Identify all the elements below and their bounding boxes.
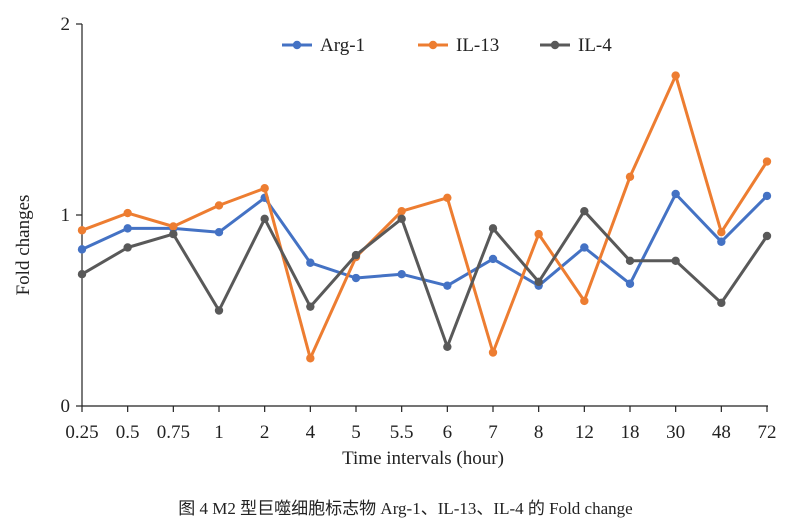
x-tick-label: 72 — [758, 422, 777, 443]
data-point — [671, 256, 680, 266]
x-tick-label: 5 — [351, 422, 361, 443]
data-point — [351, 250, 361, 260]
legend-label: Arg-1 — [320, 35, 365, 56]
figure-caption: 图 4 M2 型巨噬细胞标志物 Arg-1、IL-13、IL-4 的 Fold … — [178, 499, 633, 518]
data-point — [306, 354, 315, 363]
data-point — [77, 270, 87, 279]
data-point — [580, 206, 589, 216]
data-point — [306, 258, 315, 267]
data-point — [397, 206, 406, 216]
data-point — [123, 243, 132, 252]
x-tick-label: 8 — [534, 422, 544, 443]
y-tick-label: 0 — [61, 396, 71, 417]
data-point — [397, 214, 406, 224]
data-point — [625, 279, 635, 288]
data-point — [671, 189, 680, 199]
data-point — [260, 214, 269, 224]
legend-swatch-marker — [292, 40, 302, 50]
data-point — [717, 237, 726, 246]
x-tick-label: 0.75 — [157, 422, 190, 443]
x-tick-label: 1 — [214, 422, 224, 443]
data-point — [351, 273, 361, 283]
series-layer — [77, 71, 772, 363]
data-point — [397, 270, 406, 279]
x-tick-label: 2 — [260, 422, 270, 443]
legend: Arg-1 IL-13 IL-4 — [282, 35, 612, 56]
series-line-arg-1 — [81, 192, 769, 288]
x-tick-label: 18 — [621, 422, 640, 443]
data-point — [214, 201, 224, 210]
data-point — [214, 227, 224, 237]
data-point — [169, 222, 178, 231]
data-point — [762, 231, 772, 241]
legend-label: IL-4 — [578, 35, 612, 56]
x-tick-label: 30 — [666, 422, 685, 443]
legend-swatch-marker — [550, 40, 560, 50]
data-point — [443, 281, 452, 290]
legend-label: IL-13 — [456, 35, 499, 56]
x-tick-label: 4 — [306, 422, 316, 443]
data-point — [717, 298, 726, 308]
series-line-il-13 — [81, 74, 769, 360]
data-point — [306, 302, 315, 311]
data-point — [717, 227, 726, 237]
y-tick-label: 1 — [61, 205, 71, 226]
series-line-il-4 — [81, 209, 769, 349]
data-point — [443, 342, 452, 351]
legend-item-arg-1: Arg-1 — [282, 35, 365, 56]
y-axis-title: Fold changes — [13, 195, 34, 296]
data-point — [260, 184, 269, 193]
legend-item-il-13: IL-13 — [418, 35, 499, 56]
data-point — [488, 348, 498, 357]
data-point — [671, 71, 680, 80]
data-point — [762, 191, 772, 201]
data-point — [123, 224, 132, 233]
data-point — [580, 243, 589, 252]
legend-swatch-marker — [428, 40, 438, 50]
data-point — [488, 254, 498, 264]
x-tick-label: 6 — [443, 422, 453, 443]
data-point — [534, 277, 543, 287]
data-point — [443, 193, 452, 203]
x-tick-label: 0.25 — [65, 422, 98, 443]
legend-item-il-4: IL-4 — [540, 35, 612, 56]
x-tick-label: 0.5 — [116, 422, 140, 443]
y-tick-label: 2 — [61, 14, 71, 35]
data-point — [625, 256, 635, 266]
data-point — [534, 229, 543, 239]
data-point — [123, 208, 132, 218]
data-point — [214, 306, 224, 315]
series-il-13 — [77, 71, 772, 363]
x-tick-label: 5.5 — [390, 422, 414, 443]
x-tick-label: 12 — [575, 422, 594, 443]
data-point — [77, 245, 87, 254]
data-point — [77, 226, 87, 235]
data-point — [762, 157, 772, 166]
x-tick-label: 7 — [488, 422, 498, 443]
data-point — [488, 224, 498, 233]
data-point — [169, 229, 178, 239]
series-il-4 — [77, 206, 772, 351]
data-point — [625, 172, 635, 181]
data-point — [580, 296, 589, 306]
x-tick-label: 48 — [712, 422, 731, 443]
x-axis-title: Time intervals (hour) — [342, 448, 504, 469]
